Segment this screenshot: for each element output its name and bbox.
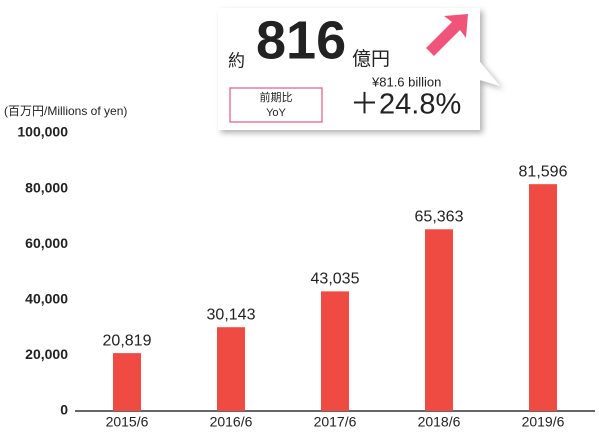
x-tick-label: 2016/6 <box>210 414 253 430</box>
callout-unit: 億円 <box>352 48 390 70</box>
y-tick-label: 60,000 <box>25 235 68 251</box>
bar <box>425 229 453 411</box>
value-label: 30,143 <box>207 306 256 323</box>
bar <box>113 353 141 411</box>
yoy-box <box>229 87 323 123</box>
x-tick-label: 2015/6 <box>106 414 149 430</box>
value-label: 65,363 <box>415 209 464 226</box>
y-tick-label: 40,000 <box>25 291 68 307</box>
bar <box>321 291 349 411</box>
callout-prefix: 約 <box>228 51 245 70</box>
callout-english: ¥81.6 billion <box>371 74 441 89</box>
up-arrow <box>426 14 468 56</box>
x-tick-label: 2018/6 <box>418 414 461 430</box>
y-tick-label: 20,000 <box>25 346 68 362</box>
x-tick-label: 2019/6 <box>522 414 565 430</box>
y-tick-label: 80,000 <box>25 179 68 195</box>
y-tick-label: 0 <box>60 402 68 418</box>
axis-label: (百万円/Millions of yen) <box>4 104 127 118</box>
y-tick-label: 100,000 <box>17 124 68 140</box>
yoy-en: YoY <box>266 107 286 119</box>
bar <box>529 184 557 411</box>
callout: 約 816 億円 ¥81.6 billion 前期比 YoY ＋24.8% <box>218 8 500 130</box>
x-tick-label: 2017/6 <box>314 414 357 430</box>
value-label: 20,819 <box>103 332 152 349</box>
yoy-ja: 前期比 <box>260 90 293 104</box>
value-label: 43,035 <box>311 271 360 288</box>
value-label: 81,596 <box>519 163 568 180</box>
callout-number: 816 <box>256 10 346 70</box>
bar <box>217 327 245 411</box>
growth: ＋24.8% <box>350 89 461 121</box>
